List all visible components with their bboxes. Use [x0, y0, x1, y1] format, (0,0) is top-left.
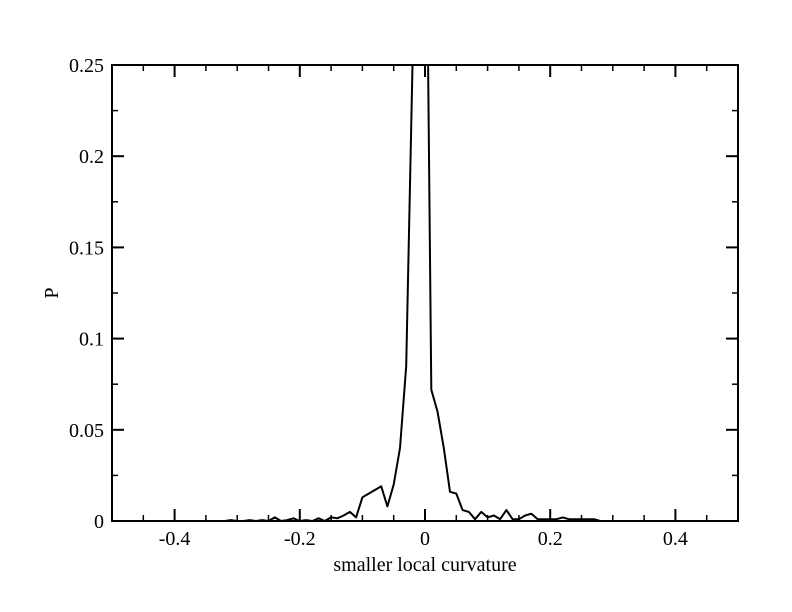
y-tick-label: 0.15	[69, 237, 104, 259]
series-line	[224, 65, 601, 521]
y-tick-label: 0.2	[79, 146, 104, 168]
y-tick-labels: 0 0.05 0.1 0.15 0.2 0.25	[69, 55, 104, 533]
major-ticks	[112, 64, 738, 522]
x-tick-labels: -0.4 -0.2 0 0.2 0.4	[159, 528, 688, 550]
x-tick-label: -0.2	[284, 528, 316, 550]
minor-ticks	[111, 64, 739, 522]
plot-frame	[111, 64, 739, 522]
x-tick-label: 0.4	[663, 528, 688, 550]
y-tick-label: 0	[94, 511, 104, 533]
x-tick-label: 0	[420, 528, 430, 550]
x-tick-label: -0.4	[159, 528, 191, 550]
y-tick-label: 0.05	[69, 420, 104, 442]
x-tick-label: 0.2	[538, 528, 563, 550]
y-axis-label: P	[41, 287, 63, 298]
y-tick-label: 0.1	[79, 329, 104, 351]
y-tick-label: 0.25	[69, 55, 104, 77]
x-axis-label: smaller local curvature	[333, 554, 516, 576]
